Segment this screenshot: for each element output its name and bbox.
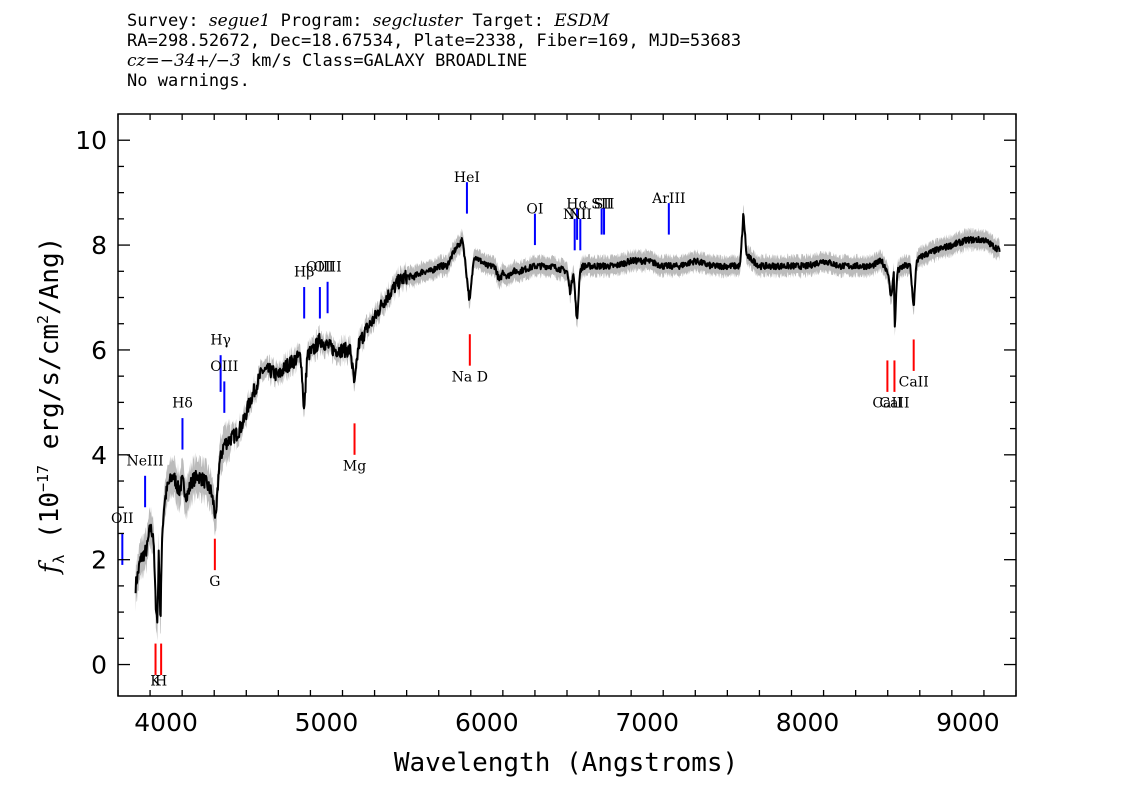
survey-label: Survey:: [127, 11, 209, 31]
emission-line-label-4: OIII: [210, 359, 238, 375]
emission-line-label-1: NeIII: [127, 453, 164, 469]
absorption-line-label-6: CaII: [879, 396, 909, 412]
header-line-4: No warnings.: [127, 71, 250, 91]
header-line-1: Survey: segue1 Program: segcluster Targe…: [127, 11, 741, 31]
absorption-line-label-3: Mg: [343, 459, 366, 475]
emission-line-label-7: OIII: [314, 259, 342, 275]
class-info: km/s Class=GALAXY BROADLINE: [240, 51, 528, 71]
emission-line-label-0: OII: [111, 511, 134, 527]
absorption-line-label-7: CaII: [899, 375, 929, 391]
program-value: segcluster: [372, 11, 463, 31]
emission-line-label-15: ArIII: [651, 191, 685, 207]
absorption-line-label-1: H: [155, 674, 167, 690]
spectrum-header: Survey: segue1 Program: segcluster Targe…: [127, 11, 741, 91]
emission-line-label-5: Hβ: [294, 265, 314, 281]
flux-line: [134, 213, 1001, 624]
emission-line-label-8: HeI: [454, 170, 480, 186]
header-line-3: cz=−34+/−3 km/s Class=GALAXY BROADLINE: [127, 51, 741, 71]
absorption-line-label-4: Na D: [452, 369, 488, 385]
x-tick-label: 8000: [776, 708, 840, 737]
x-tick-label: 6000: [455, 708, 519, 737]
y-tick-label: 0: [91, 651, 107, 680]
y-axis-label: fλ (10−17 erg/s/cm2/Ang): [34, 237, 68, 576]
header-line-2: RA=298.52672, Dec=18.67534, Plate=2338, …: [127, 31, 742, 51]
y-label-post: /Ang): [35, 237, 65, 315]
x-axis-label: Wavelength (Angstroms): [394, 748, 738, 778]
absorption-line-label-0: K: [150, 674, 161, 690]
y-tick-label: 6: [91, 336, 107, 365]
x-tick-label: 9000: [936, 708, 1000, 737]
absorption-line-label-5: CaII: [872, 396, 902, 412]
y-tick-label: 4: [91, 441, 107, 470]
x-tick-label: 5000: [295, 708, 359, 737]
emission-line-label-11: Hα: [566, 196, 588, 212]
y-label-exp2: 2: [34, 315, 52, 324]
emission-line-label-6: OIII: [306, 259, 334, 275]
absorption-line-label-2: G: [209, 574, 220, 590]
target-label: Target:: [462, 11, 555, 31]
emission-line-label-9: OI: [526, 202, 543, 218]
flux-error-band: [135, 204, 1000, 641]
survey-value: segue1: [208, 11, 271, 31]
x-tick-label: 4000: [134, 708, 198, 737]
y-label-pre: (10: [35, 492, 65, 555]
y-label-exp: −17: [34, 465, 52, 492]
target-value: ESDM: [554, 11, 610, 31]
emission-line-label-14: SII: [594, 196, 615, 212]
axes-layer: 4000 5000 6000 7000 8000 9000 0 2 4 6 8 10: [75, 114, 1017, 737]
emission-line-label-3: Hγ: [210, 333, 231, 349]
emission-line-label-13: SII: [591, 196, 612, 212]
y-label-mid: erg/s/cm: [35, 324, 65, 465]
y-label-lambda: λ: [50, 555, 68, 564]
emission-line-label-2: Hδ: [172, 396, 193, 412]
x-tick-label: 7000: [615, 708, 679, 737]
y-tick-label: 10: [75, 126, 107, 155]
program-label: Program:: [270, 11, 373, 31]
y-tick-label: 2: [91, 546, 107, 575]
emission-line-label-12: NII: [569, 207, 592, 223]
y-tick-label: 8: [91, 231, 107, 260]
redshift-value: cz=−34+/−3: [127, 51, 241, 71]
